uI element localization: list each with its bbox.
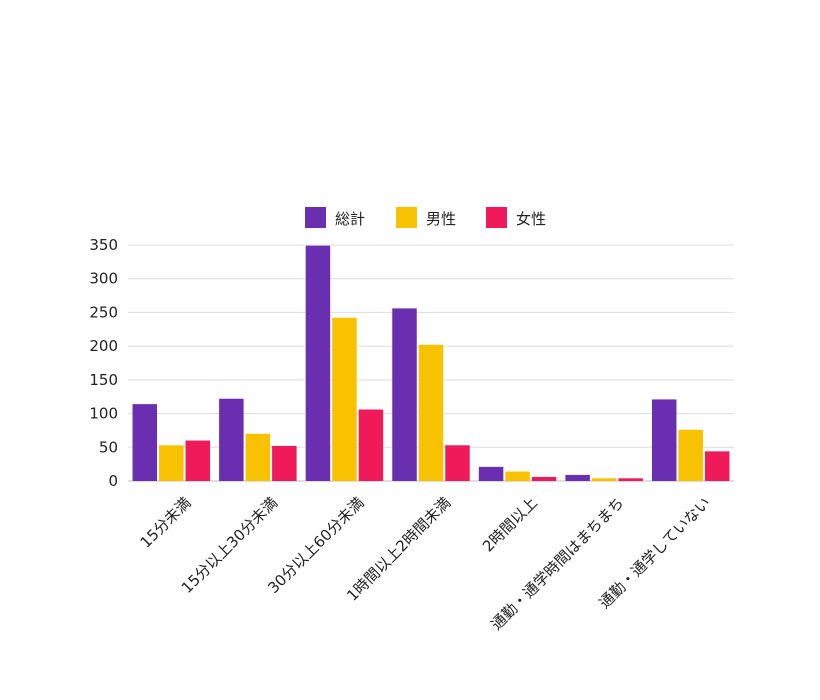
legend-label: 女性 xyxy=(516,210,546,228)
bar-series-1-cat-5 xyxy=(591,478,617,481)
bar-series-2-cat-2 xyxy=(358,409,384,481)
y-tick-label: 350 xyxy=(89,236,118,254)
bar-series-1-cat-3 xyxy=(418,344,444,481)
y-tick-label: 100 xyxy=(89,405,118,423)
bar-series-0-cat-0 xyxy=(132,404,158,481)
legend-swatch xyxy=(486,207,507,228)
bar-series-1-cat-2 xyxy=(332,317,357,481)
bar-series-2-cat-1 xyxy=(272,445,297,481)
bar-series-2-cat-5 xyxy=(618,478,643,481)
bar-series-2-cat-6 xyxy=(704,451,730,481)
bar-series-0-cat-1 xyxy=(219,398,244,481)
bar-series-2-cat-0 xyxy=(185,440,211,481)
legend-swatch xyxy=(305,207,326,228)
legend-label: 男性 xyxy=(426,210,456,228)
x-category-label: 15分以上30分未満 xyxy=(178,494,281,597)
bars xyxy=(132,245,730,481)
x-category-label: 30分以上60分未満 xyxy=(264,494,367,597)
bar-series-0-cat-4 xyxy=(478,466,504,481)
y-tick-label: 200 xyxy=(89,337,118,355)
x-category-label: 2時間以上 xyxy=(479,494,541,556)
legend-swatch xyxy=(396,207,417,228)
y-tick-label: 300 xyxy=(89,270,118,288)
y-tick-label: 150 xyxy=(89,371,118,389)
legend: 総計 男性 女性 xyxy=(305,207,546,228)
legend-label: 総計 xyxy=(335,210,365,228)
bar-series-0-cat-2 xyxy=(305,245,331,481)
y-tick-label: 50 xyxy=(99,438,118,456)
bar-series-1-cat-1 xyxy=(245,433,271,481)
bar-series-0-cat-6 xyxy=(651,399,677,481)
bar-series-0-cat-3 xyxy=(392,308,417,481)
y-tick-label: 0 xyxy=(108,472,118,490)
bar-series-0-cat-5 xyxy=(565,474,590,481)
bar-series-2-cat-3 xyxy=(445,445,470,481)
bar-series-1-cat-6 xyxy=(678,429,703,481)
x-category-label: 15分未満 xyxy=(137,494,195,552)
bar-series-1-cat-4 xyxy=(505,471,530,481)
bar-series-1-cat-0 xyxy=(159,445,184,481)
y-tick-label: 250 xyxy=(89,303,118,321)
bar-series-2-cat-4 xyxy=(531,476,557,481)
y-axis-ticks: 0 50 100 150 200 250 300 350 xyxy=(89,236,118,490)
